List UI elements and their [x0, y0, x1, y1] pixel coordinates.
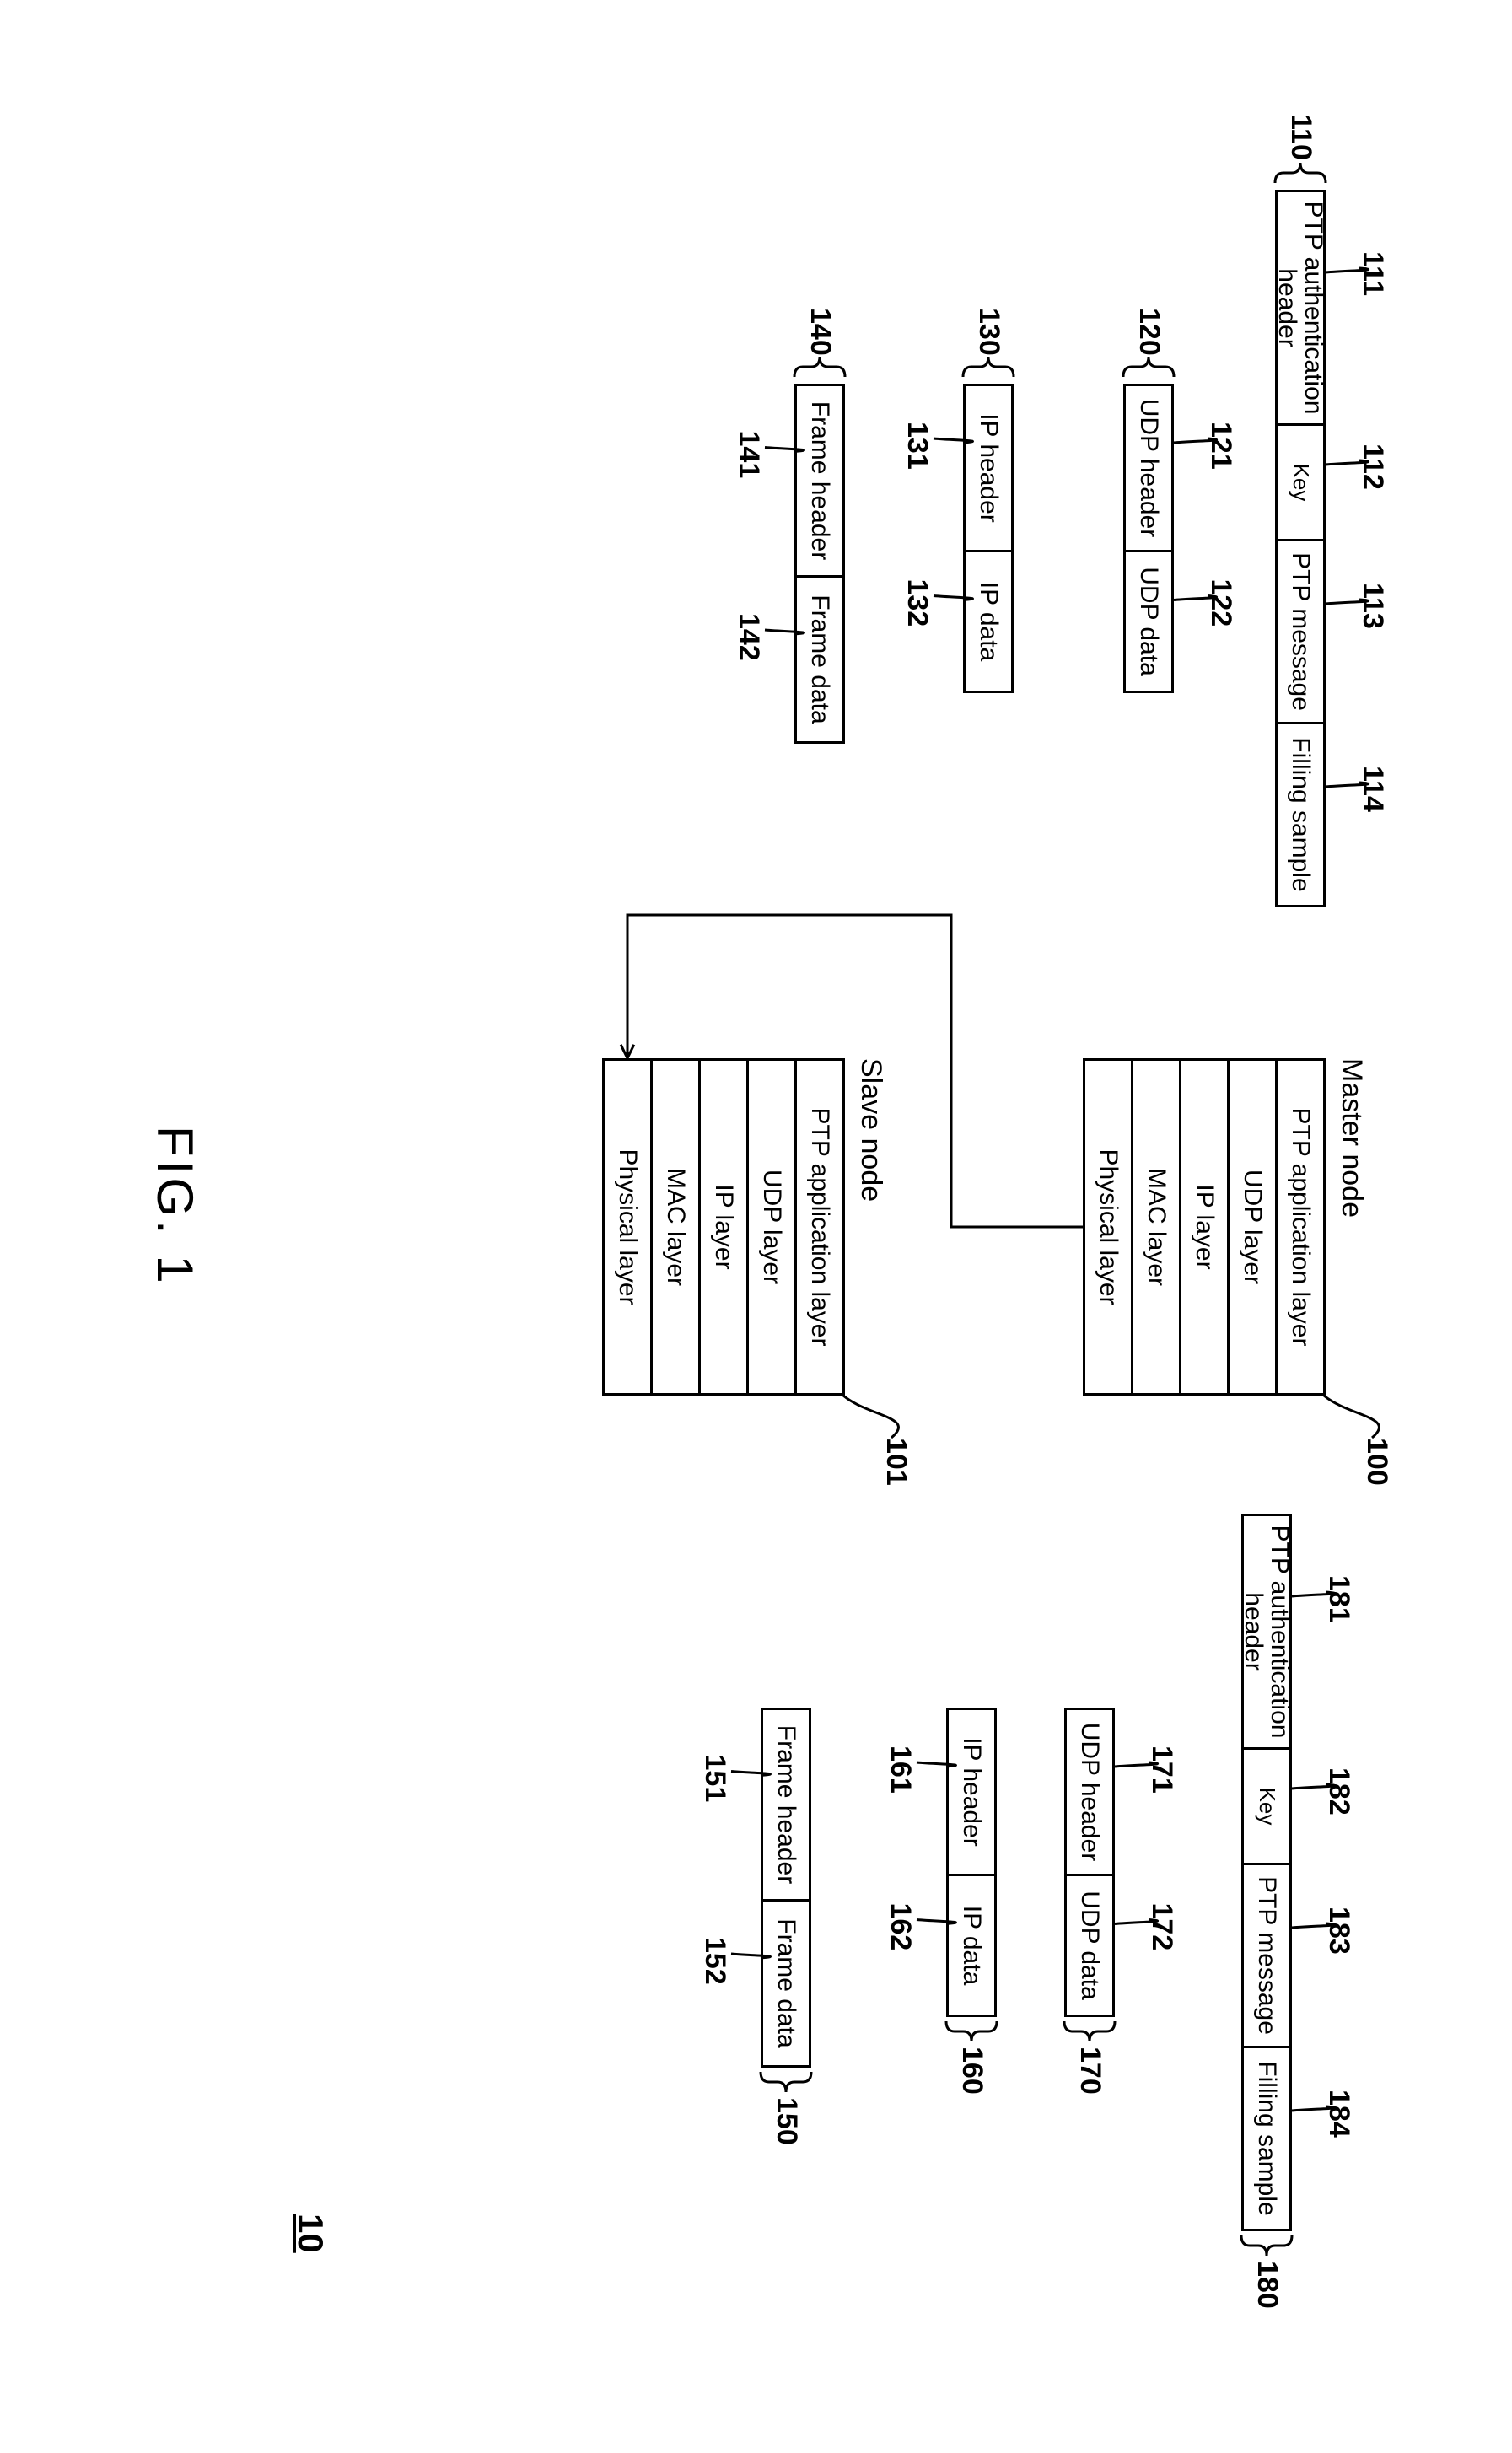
figure-ref: 10 [290, 2214, 331, 2253]
ref-label: 150 [770, 2097, 803, 2145]
figure-caption: FIG. 1 [146, 1126, 204, 1287]
